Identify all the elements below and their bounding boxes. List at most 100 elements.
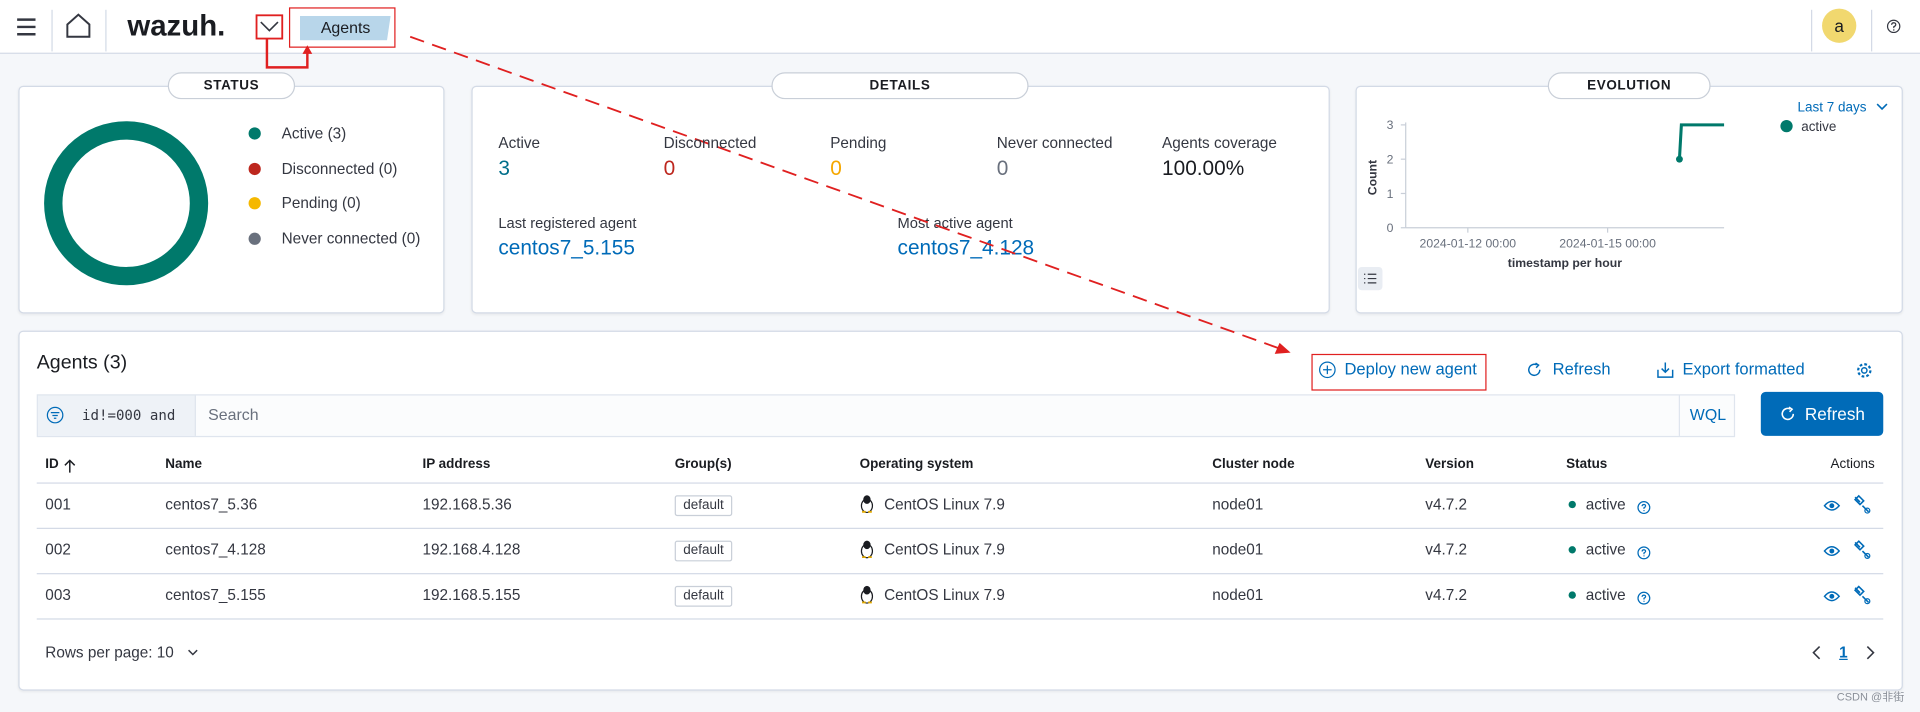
- cell: v4.7.2: [1425, 495, 1468, 514]
- legend-label: Pending (0): [281, 194, 361, 212]
- home-icon[interactable]: [66, 13, 91, 38]
- cell: CentOS Linux 7.9: [884, 586, 1005, 604]
- os-icon: [860, 495, 875, 514]
- export-icon[interactable]: [1657, 361, 1674, 378]
- cell: node01: [1212, 495, 1264, 514]
- column-header[interactable]: Group(s): [674, 456, 732, 472]
- config-action[interactable]: [1853, 494, 1871, 515]
- annotation-box: [1311, 353, 1487, 391]
- deploy-link[interactable]: Deploy new agent: [1344, 360, 1477, 379]
- chevron-down[interactable]: [187, 649, 198, 656]
- menu-chevron[interactable]: [255, 14, 284, 40]
- column-header[interactable]: ID: [45, 456, 59, 472]
- prev-page[interactable]: [1812, 645, 1821, 660]
- watermark: CSDN @非街: [1836, 690, 1905, 703]
- os-icon: [860, 585, 875, 604]
- wql-button[interactable]: WQL: [1689, 405, 1727, 424]
- legend-label: active: [1801, 119, 1836, 134]
- refresh-icon[interactable]: [1780, 406, 1795, 422]
- y-tick-label: 3: [1387, 118, 1394, 132]
- line-point: [1676, 155, 1683, 163]
- logo[interactable]: wazuh.: [127, 9, 226, 43]
- status-dot: [1568, 545, 1576, 554]
- stat-value: 0: [663, 156, 676, 181]
- y-tick-label: 0: [1387, 221, 1394, 235]
- cell: node01: [1212, 540, 1264, 559]
- stat-label: Most active agent: [897, 214, 1013, 232]
- cell: 003: [45, 586, 71, 604]
- cell: active: [1585, 495, 1626, 514]
- stat-label: Pending: [830, 134, 887, 152]
- refresh-icon[interactable]: [1527, 362, 1542, 377]
- cell: CentOS Linux 7.9: [884, 540, 1005, 559]
- view-action[interactable]: [1823, 542, 1841, 557]
- plus-icon[interactable]: [1319, 361, 1336, 379]
- evolution-chart: 0 1 2 3 2024-01-12 00:00 2024-01-15 00:00 time…: [1365, 118, 1836, 270]
- column-header[interactable]: Operating system: [859, 456, 974, 472]
- filter-icon[interactable]: [46, 406, 64, 424]
- menu-icon[interactable]: [17, 18, 37, 36]
- list-icon[interactable]: [1364, 273, 1377, 284]
- range-picker[interactable]: Last 7 days: [1797, 100, 1867, 116]
- column-header[interactable]: Status: [1566, 456, 1608, 472]
- sort-arrow[interactable]: [64, 457, 76, 473]
- agent-link[interactable]: centos7_5.155: [498, 236, 635, 260]
- column-header[interactable]: IP address: [422, 456, 491, 472]
- cell: 192.168.5.36: [422, 495, 512, 514]
- stat-value: 0: [830, 156, 842, 181]
- legend-dot: [248, 127, 261, 140]
- agent-link[interactable]: centos7_4.128: [897, 236, 1035, 260]
- help-icon[interactable]: [1637, 588, 1651, 605]
- status-panel: [18, 85, 445, 314]
- column-header[interactable]: Name: [165, 456, 203, 472]
- y-axis-label: Count: [1365, 160, 1379, 195]
- legend-dot: [248, 232, 261, 245]
- row-divider: [36, 482, 1884, 484]
- refresh-link[interactable]: Refresh: [1552, 360, 1611, 379]
- view-action[interactable]: [1823, 587, 1841, 602]
- search-bar[interactable]: [36, 394, 1736, 438]
- breadcrumb[interactable]: [300, 15, 391, 41]
- avatar[interactable]: a: [1822, 8, 1857, 43]
- settings-icon[interactable]: [1855, 361, 1873, 379]
- legend-label: Disconnected (0): [281, 159, 398, 177]
- annotation-arrow: [265, 39, 313, 69]
- stat-label: Last registered agent: [498, 214, 637, 232]
- config-action[interactable]: [1853, 539, 1871, 560]
- cell: 192.168.4.128: [422, 540, 521, 559]
- breadcrumb-text[interactable]: Agents: [320, 18, 371, 37]
- cell[interactable]: centos7_4.128: [165, 540, 266, 559]
- line-series: [1677, 123, 1725, 160]
- column-header[interactable]: Cluster node: [1212, 456, 1295, 472]
- search-input[interactable]: Search: [208, 405, 259, 424]
- cell[interactable]: centos7_5.36: [165, 495, 258, 514]
- group-badge: default: [674, 540, 733, 562]
- stat-label: Never connected: [996, 134, 1113, 152]
- help-icon[interactable]: [1637, 543, 1651, 560]
- cell[interactable]: centos7_5.155: [165, 586, 266, 604]
- divider: [105, 9, 107, 52]
- column-header[interactable]: Version: [1425, 456, 1474, 472]
- divider: [1871, 9, 1873, 52]
- rows-per-page[interactable]: Rows per page: 10: [45, 644, 174, 662]
- panel-title: DETAILS: [771, 72, 1029, 100]
- help-icon[interactable]: [1637, 498, 1651, 515]
- status-dot: [1568, 590, 1576, 599]
- range-chevron[interactable]: [1876, 103, 1888, 113]
- export-link[interactable]: Export formatted: [1682, 360, 1805, 379]
- next-page[interactable]: [1866, 645, 1875, 660]
- x-axis-label: timestamp per hour: [1508, 256, 1622, 270]
- view-action[interactable]: [1823, 497, 1841, 512]
- panel-title: STATUS: [167, 72, 296, 100]
- help-icon[interactable]: [1886, 19, 1901, 34]
- refresh-button-text[interactable]: Refresh: [1804, 404, 1865, 424]
- legend-label: Active (3): [281, 124, 347, 143]
- page-number[interactable]: 1: [1839, 644, 1848, 662]
- row-divider: [36, 618, 1884, 620]
- stat-value: 0: [996, 156, 1009, 181]
- config-action[interactable]: [1853, 584, 1871, 605]
- cell: active: [1585, 540, 1626, 559]
- column-header: Actions: [1830, 456, 1875, 472]
- refresh-button[interactable]: [1760, 391, 1884, 436]
